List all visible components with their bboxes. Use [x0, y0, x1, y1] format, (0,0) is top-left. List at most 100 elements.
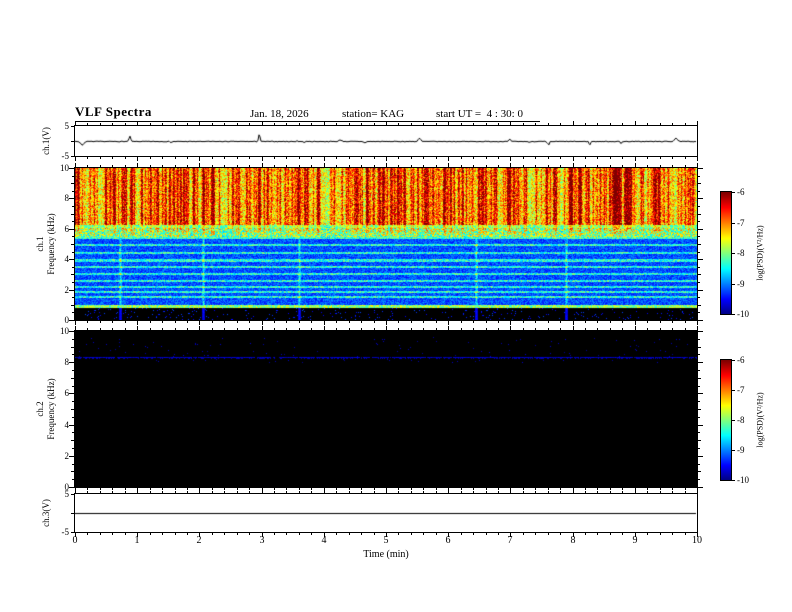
tick-mark	[262, 121, 263, 125]
tick-mark	[461, 157, 462, 159]
tick-label: -6	[737, 187, 745, 197]
ch1-voltage-axis-label: ch.1(V)	[41, 127, 51, 155]
tick-label: 10	[60, 163, 69, 173]
tick-mark	[585, 165, 586, 167]
tick-mark	[647, 328, 648, 330]
tick-mark	[386, 157, 387, 161]
tick-mark	[137, 157, 138, 161]
tick-mark	[436, 328, 437, 330]
tick-mark	[523, 491, 524, 493]
tick-mark	[585, 491, 586, 493]
ch1-voltage-panel	[74, 125, 698, 157]
tick-mark	[473, 491, 474, 493]
tick-mark	[286, 491, 287, 493]
tick-mark	[448, 533, 449, 537]
tick-mark	[299, 123, 300, 125]
tick-mark	[698, 354, 700, 355]
tick-mark	[685, 491, 686, 493]
tick-mark	[473, 157, 474, 159]
tick-mark	[698, 417, 700, 418]
tick-mark	[237, 328, 238, 330]
tick-mark	[510, 157, 511, 161]
tick-mark	[560, 165, 561, 167]
tick-mark	[461, 533, 462, 535]
tick-mark	[672, 533, 673, 535]
tick-mark	[311, 123, 312, 125]
tick-mark	[498, 157, 499, 159]
tick-mark	[732, 192, 735, 193]
tick-mark	[685, 165, 686, 167]
tick-mark	[224, 533, 225, 535]
tick-label: 5	[383, 535, 389, 546]
tick-label: 0	[72, 535, 78, 546]
tick-mark	[262, 489, 263, 493]
tick-mark	[87, 321, 88, 323]
tick-mark	[732, 223, 735, 224]
tick-mark	[324, 326, 325, 330]
tick-mark	[436, 321, 437, 323]
tick-label: -8	[737, 248, 745, 258]
tick-mark	[187, 533, 188, 535]
tick-mark	[349, 533, 350, 535]
tick-mark	[199, 163, 200, 167]
tick-mark	[510, 489, 511, 493]
tick-mark	[286, 165, 287, 167]
tick-mark	[698, 176, 700, 177]
tick-mark	[498, 488, 499, 490]
tick-mark	[423, 488, 424, 490]
tick-mark	[523, 533, 524, 535]
tick-mark	[75, 157, 76, 161]
tick-mark	[361, 123, 362, 125]
tick-mark	[212, 328, 213, 330]
tick-mark	[237, 488, 238, 490]
colorbar-ch2-canvas	[721, 360, 731, 480]
tick-mark	[732, 480, 735, 481]
tick-mark	[187, 165, 188, 167]
tick-mark	[498, 328, 499, 330]
tick-mark	[212, 533, 213, 535]
tick-mark	[187, 328, 188, 330]
tick-mark	[71, 183, 74, 184]
tick-mark	[72, 417, 74, 418]
tick-mark	[162, 165, 163, 167]
tick-mark	[75, 321, 76, 325]
tick-mark	[672, 328, 673, 330]
tick-mark	[374, 157, 375, 159]
tick-mark	[112, 488, 113, 490]
tick-mark	[71, 409, 74, 410]
tick-mark	[523, 488, 524, 490]
tick-mark	[336, 157, 337, 159]
tick-mark	[486, 321, 487, 323]
tick-mark	[698, 312, 700, 313]
tick-mark	[461, 488, 462, 490]
tick-mark	[398, 321, 399, 323]
tick-mark	[585, 157, 586, 159]
tick-mark	[660, 321, 661, 323]
tick-mark	[72, 282, 74, 283]
tick-mark	[237, 157, 238, 159]
tick-mark	[112, 157, 113, 159]
tick-mark	[548, 533, 549, 535]
tick-mark	[398, 165, 399, 167]
tick-mark	[87, 157, 88, 159]
tick-mark	[535, 328, 536, 330]
tick-mark	[112, 491, 113, 493]
tick-mark	[411, 165, 412, 167]
tick-mark	[249, 488, 250, 490]
tick-mark	[72, 401, 74, 402]
tick-mark	[423, 123, 424, 125]
tick-mark	[535, 491, 536, 493]
tick-mark	[137, 326, 138, 330]
tick-mark	[187, 488, 188, 490]
tick-label: 9	[632, 535, 638, 546]
tick-mark	[732, 314, 735, 315]
tick-mark	[71, 305, 74, 306]
ch1-spectrogram-canvas	[75, 168, 697, 320]
tick-mark	[573, 533, 574, 537]
tick-mark	[573, 326, 574, 330]
tick-mark	[698, 409, 701, 410]
tick-label: 2	[196, 535, 202, 546]
tick-mark	[286, 321, 287, 323]
tick-mark	[448, 121, 449, 125]
tick-mark	[150, 165, 151, 167]
